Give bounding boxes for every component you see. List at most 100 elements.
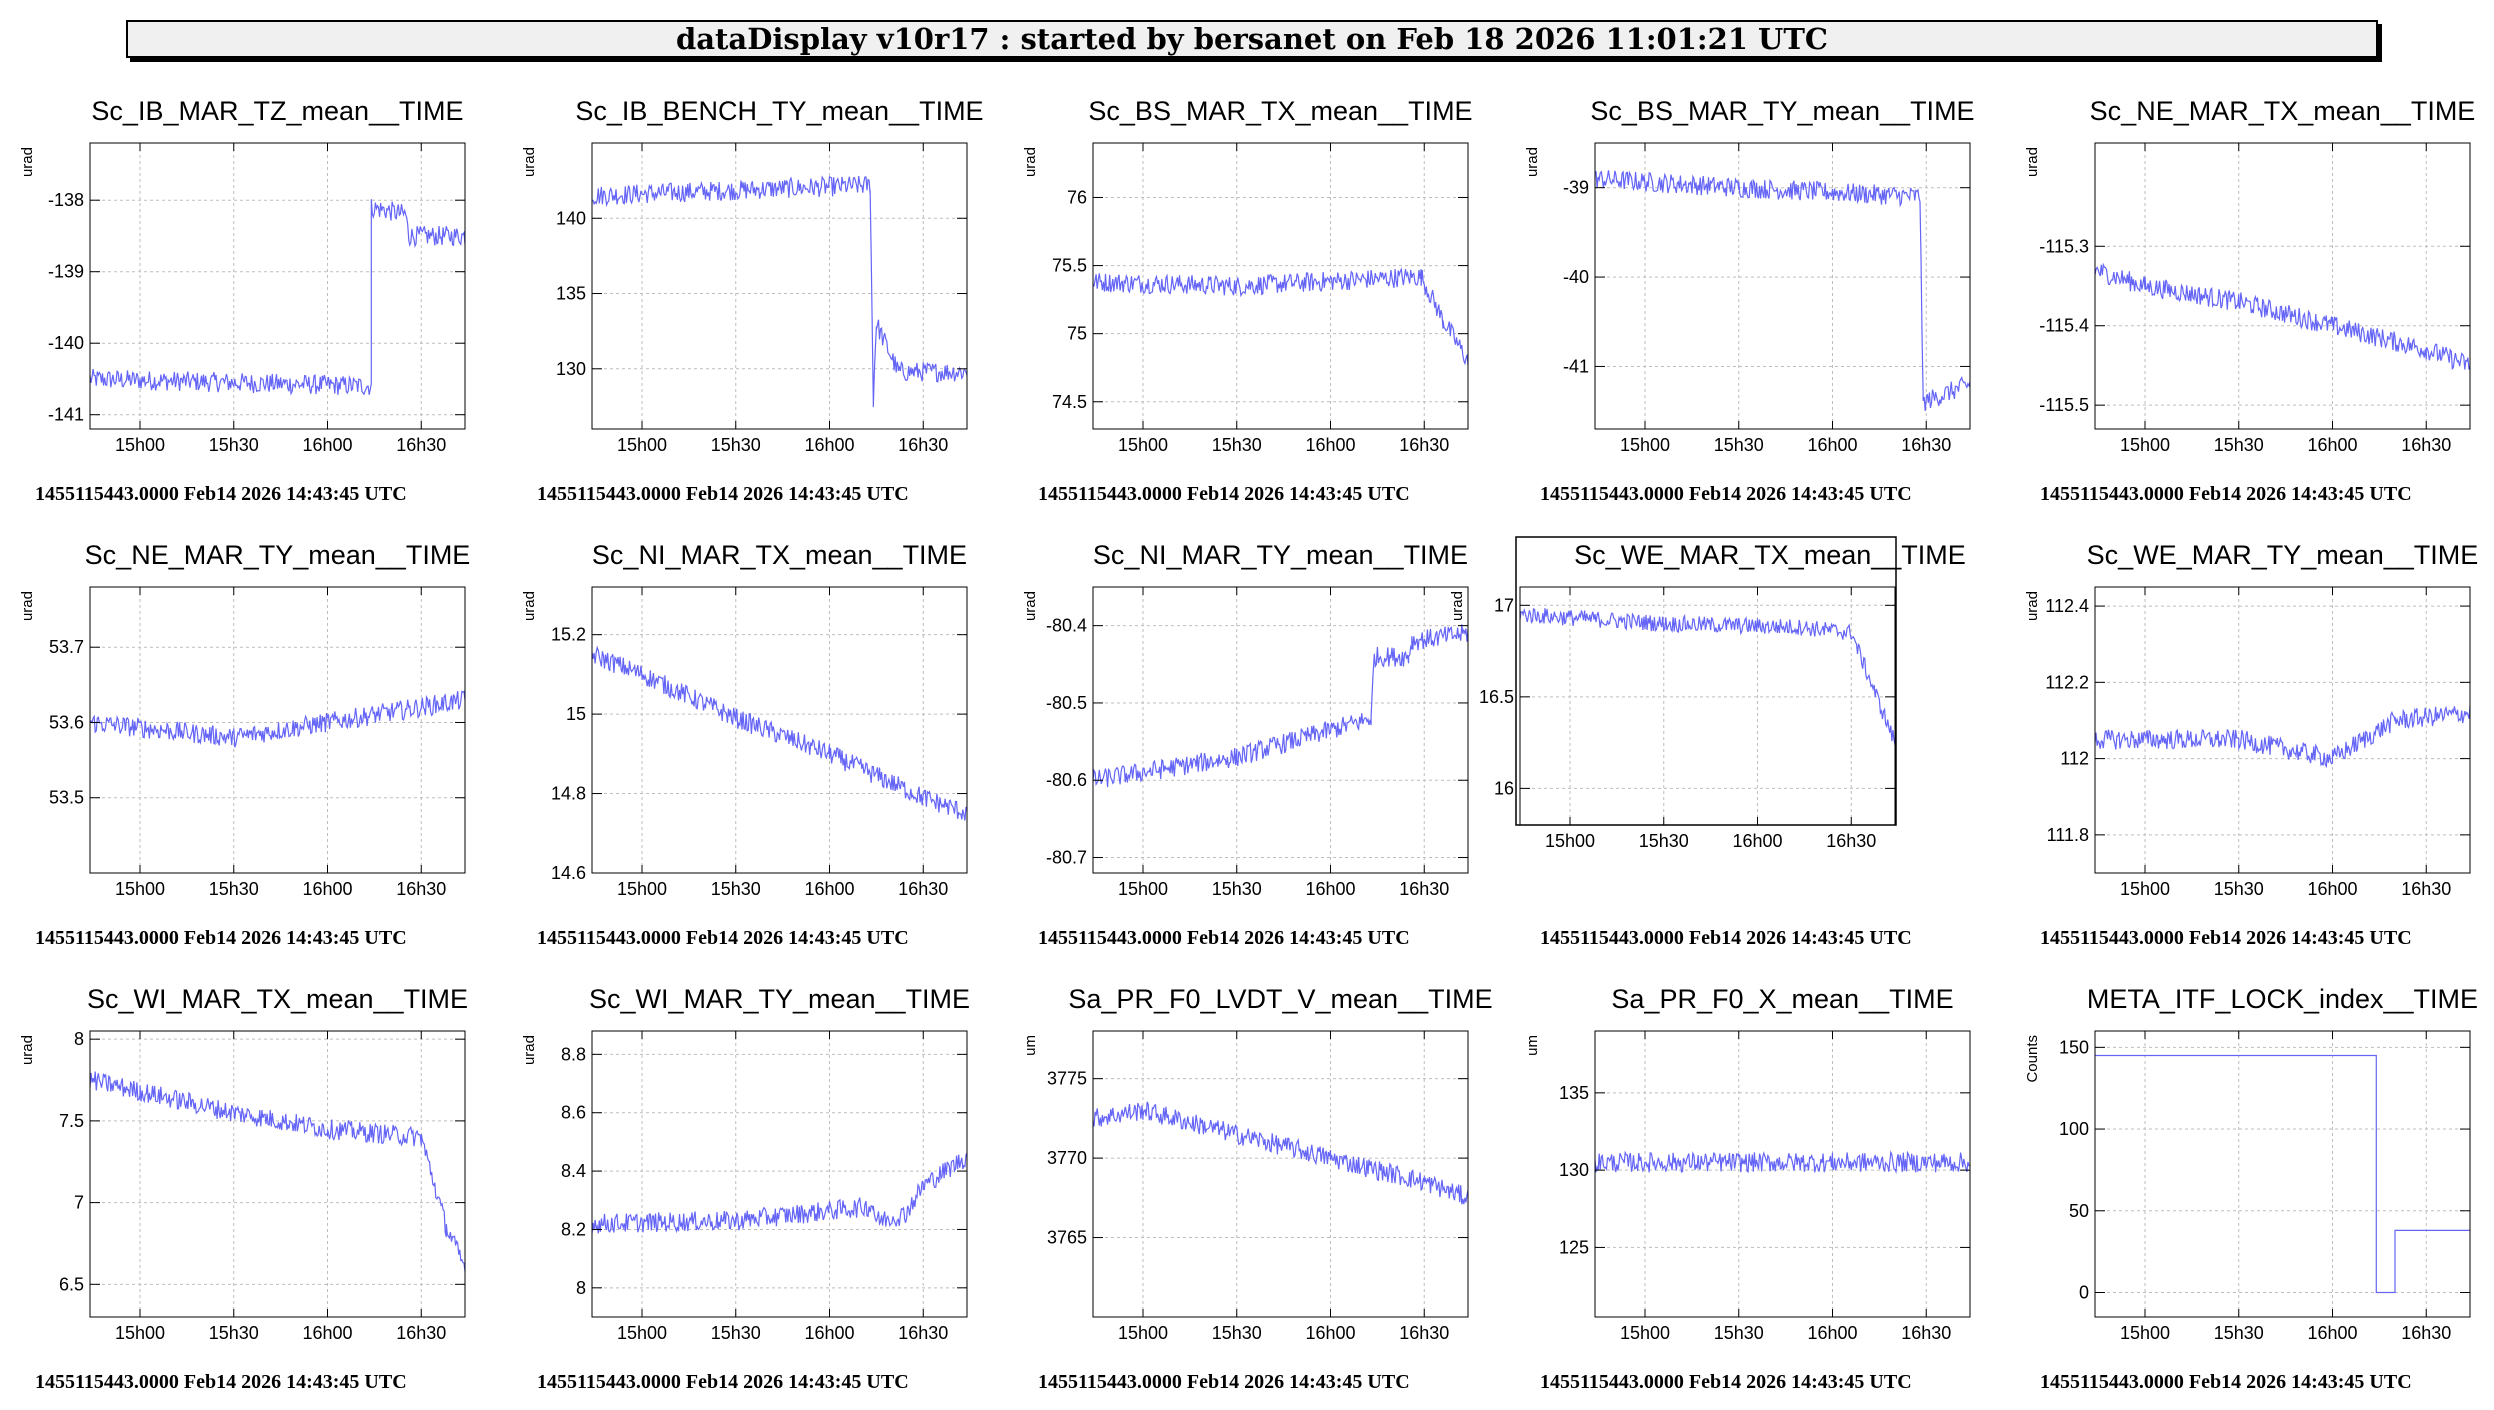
x-tick-label: 15h30 [209, 879, 259, 899]
x-tick-label: 16h30 [2401, 879, 2451, 899]
y-tick-label: 16 [1494, 778, 1514, 798]
data-series-line [591, 1152, 968, 1234]
y-axis-label: urad [19, 591, 36, 621]
x-tick-label: 15h30 [2214, 1323, 2264, 1343]
x-tick-label: 16h30 [1399, 1323, 1449, 1343]
x-tick-label: 15h30 [2214, 435, 2264, 455]
chart-title: Sc_WI_MAR_TY_mean__TIME [589, 984, 970, 1014]
y-tick-label: 75 [1067, 324, 1087, 344]
panel-footer-timestamp: 1455115443.0000 Feb14 2026 14:43:45 UTC [1038, 927, 1410, 949]
data-series-line [1092, 624, 1469, 788]
y-tick-label: 8.4 [561, 1161, 586, 1181]
x-tick-label: 16h00 [2307, 1323, 2357, 1343]
chart-title: Sc_WI_MAR_TX_mean__TIME [87, 984, 468, 1014]
y-axis-label: urad [2024, 147, 2041, 177]
y-axis-label: urad [19, 1035, 36, 1065]
plot-frame [1594, 142, 1971, 430]
y-axis-label: um [1524, 1035, 1541, 1056]
y-tick-label: 111.8 [2047, 825, 2089, 845]
y-tick-label: 53.6 [49, 712, 84, 732]
panel-footer-timestamp: 1455115443.0000 Feb14 2026 14:43:45 UTC [537, 483, 909, 505]
x-tick-label: 15h30 [1714, 435, 1764, 455]
y-tick-label: 50 [2069, 1201, 2089, 1221]
x-tick-label: 15h30 [1714, 1323, 1764, 1343]
x-tick-label: 16h00 [2307, 435, 2357, 455]
y-tick-label: 135 [1559, 1083, 1589, 1103]
y-tick-label: 7 [74, 1193, 84, 1213]
y-tick-label: -40 [1563, 267, 1589, 287]
y-tick-label: 0 [2079, 1282, 2089, 1302]
y-tick-label: -41 [1563, 356, 1589, 376]
y-tick-label: 112.2 [2045, 672, 2089, 692]
y-axis-label: urad [1022, 591, 1039, 621]
x-tick-label: 15h30 [2214, 879, 2264, 899]
chart-title: Sc_BS_MAR_TX_mean__TIME [1088, 96, 1472, 126]
x-tick-label: 15h30 [1639, 831, 1689, 851]
y-axis-label: urad [521, 1035, 538, 1065]
plot-frame [591, 1030, 968, 1318]
x-tick-label: 15h30 [1212, 1323, 1262, 1343]
data-series-line [2094, 262, 2471, 371]
data-series-line [1519, 607, 1896, 746]
x-tick-label: 15h00 [1620, 435, 1670, 455]
y-tick-label: 53.7 [49, 637, 84, 657]
data-series-line [89, 690, 466, 748]
x-tick-label: 16h00 [2307, 879, 2357, 899]
x-tick-label: 16h00 [1305, 879, 1355, 899]
plot-frame [89, 142, 466, 430]
y-tick-label: 150 [2059, 1037, 2089, 1057]
x-tick-label: 15h30 [711, 435, 761, 455]
x-tick-label: 16h30 [1901, 435, 1951, 455]
y-tick-label: 8 [576, 1278, 586, 1298]
y-axis-label: urad [521, 147, 538, 177]
y-tick-label: 112 [2060, 749, 2089, 769]
x-tick-label: 16h30 [2401, 435, 2451, 455]
x-tick-label: 15h30 [711, 1323, 761, 1343]
x-tick-label: 15h00 [617, 879, 667, 899]
x-tick-label: 15h30 [711, 879, 761, 899]
panel-footer-timestamp: 1455115443.0000 Feb14 2026 14:43:45 UTC [2040, 1371, 2412, 1393]
y-tick-label: 3770 [1047, 1148, 1087, 1168]
data-series-line [1092, 1101, 1469, 1205]
y-tick-label: 53.5 [49, 788, 84, 808]
x-tick-label: 16h30 [1826, 831, 1876, 851]
plot-frame [1594, 1030, 1971, 1318]
x-tick-label: 16h30 [898, 1323, 948, 1343]
y-tick-label: 135 [556, 284, 586, 304]
x-tick-label: 16h30 [396, 1323, 446, 1343]
plot-frame [591, 586, 968, 874]
x-tick-label: 15h00 [1118, 1323, 1168, 1343]
plot-frame [89, 1030, 466, 1318]
panel-footer-timestamp: 1455115443.0000 Feb14 2026 14:43:45 UTC [35, 1371, 407, 1393]
chart-title: Sc_IB_BENCH_TY_mean__TIME [575, 96, 983, 126]
y-axis-label: urad [2024, 591, 2041, 621]
y-tick-label: 74.5 [1052, 392, 1087, 412]
y-tick-label: 76 [1067, 187, 1087, 207]
x-tick-label: 15h00 [617, 435, 667, 455]
x-tick-label: 15h00 [1545, 831, 1595, 851]
plot-frame [2094, 142, 2471, 430]
y-tick-label: -141 [48, 405, 84, 425]
x-tick-label: 16h30 [898, 879, 948, 899]
plot-frame [1092, 142, 1469, 430]
x-tick-label: 16h30 [1399, 435, 1449, 455]
data-series-line [591, 645, 968, 821]
y-tick-label: -80.5 [1046, 693, 1087, 713]
chart-title: Sc_NI_MAR_TY_mean__TIME [1093, 540, 1468, 570]
y-tick-label: -115.3 [2039, 236, 2089, 256]
y-axis-label: urad [1449, 591, 1466, 621]
y-tick-label: 8 [74, 1029, 84, 1049]
plot-frame [89, 586, 466, 874]
x-tick-label: 16h00 [1305, 1323, 1355, 1343]
y-tick-label: 130 [1559, 1160, 1589, 1180]
y-tick-label: 16.5 [1479, 687, 1514, 707]
data-series-line [89, 199, 466, 396]
panel-15: META_ITF_LOCK_index__TIME Counts 15h00 15h3… [2024, 984, 2478, 1393]
data-series-line [1594, 1150, 1971, 1174]
y-tick-label: -39 [1563, 178, 1589, 198]
